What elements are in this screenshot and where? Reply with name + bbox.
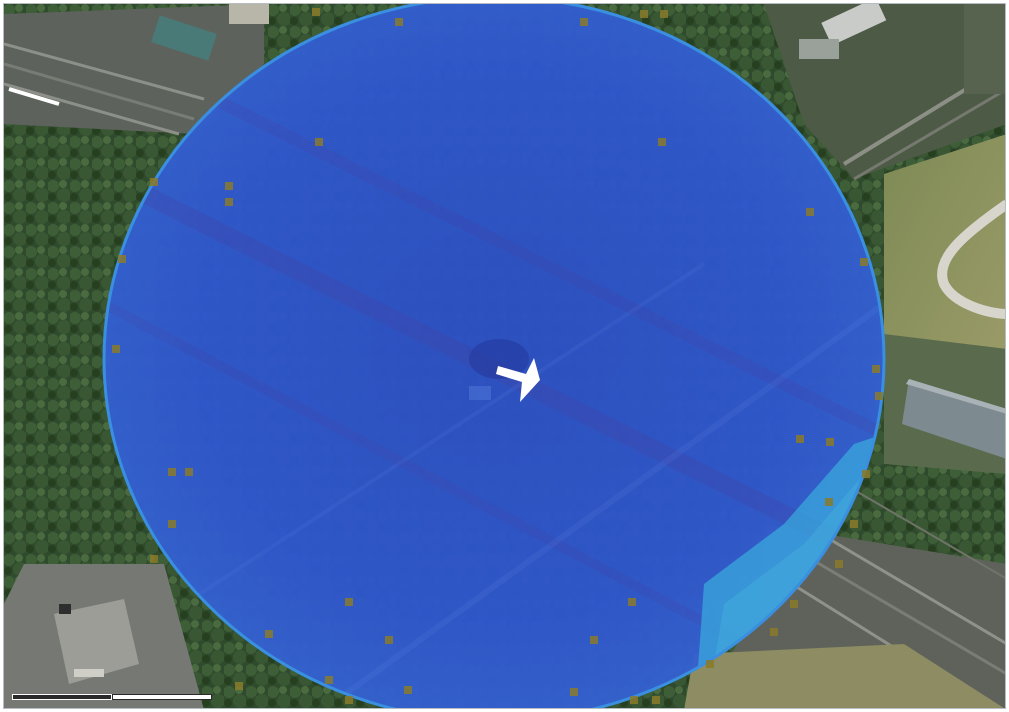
sample-point (658, 138, 666, 146)
sample-point (325, 676, 333, 684)
sample-point (660, 10, 668, 18)
scale-bar-segment-dark (12, 694, 112, 700)
sample-point (850, 520, 858, 528)
coverage-overlay (102, 4, 886, 708)
sample-points (112, 8, 883, 704)
scale-bar (12, 694, 212, 702)
sample-point (630, 696, 638, 704)
direction-arrow-icon[interactable] (496, 358, 540, 402)
sample-point (168, 468, 176, 476)
satellite-map[interactable] (4, 4, 1006, 709)
sample-point (652, 696, 660, 704)
sample-point (118, 255, 126, 263)
sample-point (235, 682, 243, 690)
sample-point (225, 198, 233, 206)
sample-point (862, 470, 870, 478)
sample-point (860, 258, 868, 266)
sample-point (150, 178, 158, 186)
sample-point (395, 18, 403, 26)
sample-point (790, 600, 798, 608)
sample-point (835, 560, 843, 568)
rail-corridor-northwest (4, 4, 269, 136)
sample-point (590, 636, 598, 644)
sample-point (225, 182, 233, 190)
sample-point (875, 392, 883, 400)
sample-point (872, 365, 880, 373)
sample-point (580, 18, 588, 26)
map-view[interactable] (3, 3, 1006, 709)
sample-point (315, 138, 323, 146)
sample-point (806, 208, 814, 216)
sample-point (770, 628, 778, 636)
sample-point (345, 598, 353, 606)
sample-point (570, 688, 578, 696)
sample-point (345, 696, 353, 704)
sample-point (312, 8, 320, 16)
sample-point (404, 686, 412, 694)
sample-point (628, 598, 636, 606)
building-southwest (4, 564, 204, 708)
sample-point (825, 498, 833, 506)
scale-bar-segment-light (112, 694, 212, 700)
sample-point (168, 520, 176, 528)
sample-point (265, 630, 273, 638)
building-east (902, 379, 1005, 459)
sample-point (385, 636, 393, 644)
rail-corridor-northeast (764, 4, 1005, 181)
sample-point (150, 555, 158, 563)
sample-point (796, 435, 804, 443)
sample-point (185, 468, 193, 476)
sample-point (112, 345, 120, 353)
sample-point (706, 660, 714, 668)
sample-point (826, 438, 834, 446)
sample-point (640, 10, 648, 18)
